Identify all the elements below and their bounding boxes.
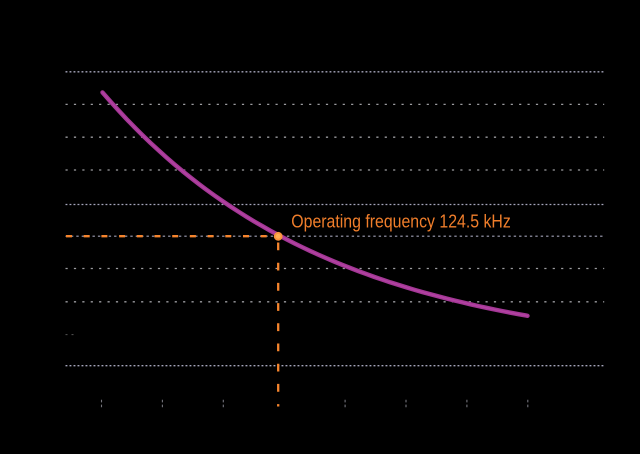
svg-text:Operating frequency 124.5 kHz: Operating frequency 124.5 kHz (291, 212, 511, 232)
